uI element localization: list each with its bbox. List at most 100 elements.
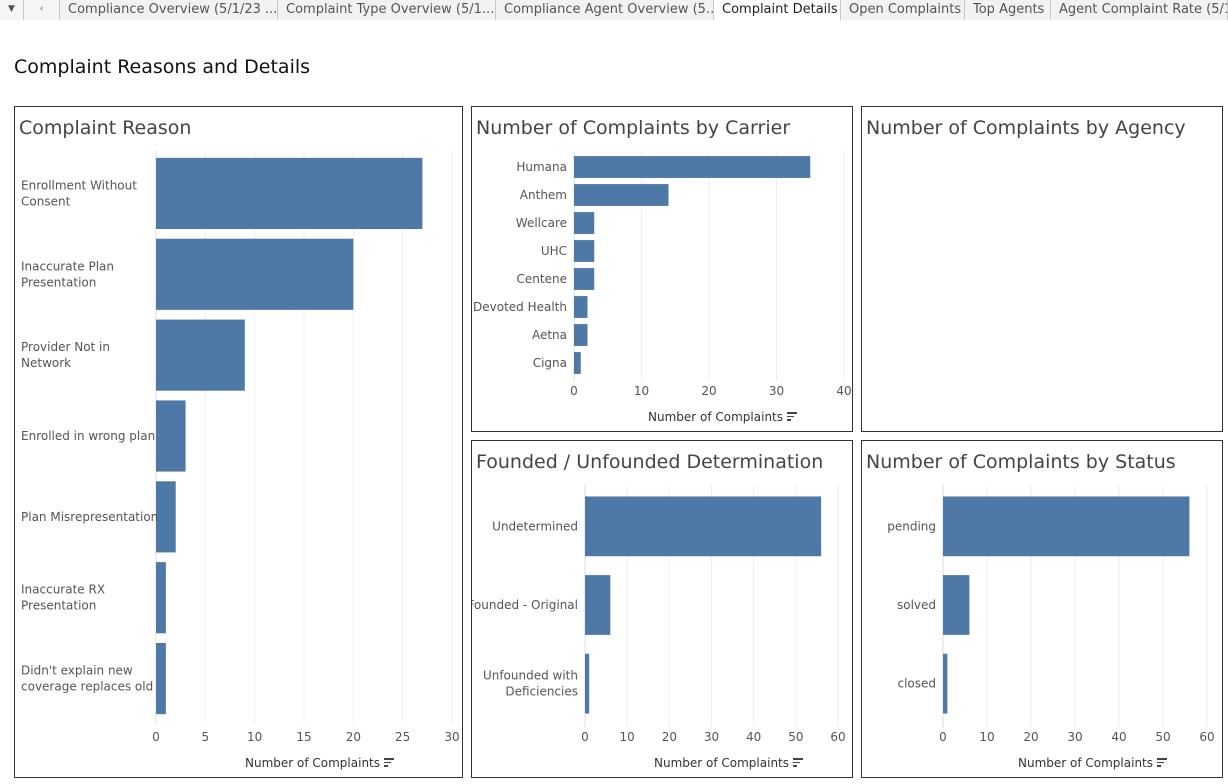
tab-compliance-agent-overview[interactable]: Compliance Agent Overview (5... xyxy=(496,0,714,20)
chart-title: Number of Complaints by Carrier xyxy=(476,117,791,139)
x-axis-title[interactable]: Number of Complaints xyxy=(1018,756,1168,770)
bar[interactable] xyxy=(943,575,970,635)
bar[interactable] xyxy=(156,400,186,472)
bar[interactable] xyxy=(574,240,595,262)
tab-complaint-type-overview[interactable]: Complaint Type Overview (5/1... xyxy=(278,0,496,20)
x-tick-label: 15 xyxy=(296,730,311,744)
category-label[interactable]: solved xyxy=(897,598,936,612)
x-axis-title[interactable]: Number of Complaints xyxy=(648,410,798,424)
x-tick-label: 0 xyxy=(570,384,578,398)
chart-title: Complaint Reason xyxy=(19,117,192,139)
tab-scroll-left-icon[interactable]: ‹ xyxy=(24,0,60,20)
sort-icon[interactable] xyxy=(787,412,798,421)
x-axis-title[interactable]: Number of Complaints xyxy=(654,756,804,770)
x-tick-label: 5 xyxy=(202,730,210,744)
category-label[interactable]: Plan Misrepresentation xyxy=(21,510,158,524)
category-label[interactable]: Unfounded with xyxy=(483,669,578,683)
tab-top-agents[interactable]: Top Agents xyxy=(965,0,1051,20)
tab-open-complaints[interactable]: Open Complaints xyxy=(841,0,965,20)
bar[interactable] xyxy=(574,156,811,178)
category-label[interactable]: Enrollment Without xyxy=(21,178,137,192)
x-axis-title-text: Number of Complaints xyxy=(648,410,784,424)
x-tick-label: 50 xyxy=(788,730,803,744)
complaint-reason-chart[interactable]: Complaint Reason 0 5 10 15 20 25 30 Enrollment … xyxy=(14,106,463,778)
category-label[interactable]: Humana xyxy=(516,160,567,174)
complaints-by-carrier-chart[interactable]: Number of Complaints by Carrier 0 10 20 30 4… xyxy=(471,106,853,432)
bar[interactable] xyxy=(574,212,595,234)
founded-unfounded-plot: 0 10 20 30 40 50 60 Undetermined Founded - Origi… xyxy=(472,485,846,744)
category-label[interactable]: UHC xyxy=(541,244,567,258)
x-tick-label: 40 xyxy=(746,730,761,744)
x-axis-title[interactable]: Number of Complaints xyxy=(245,756,395,770)
bar[interactable] xyxy=(156,238,354,310)
chart-title: Number of Complaints by Agency xyxy=(866,117,1186,139)
complaints-by-carrier-plot: 0 10 20 30 40 Humana Anthem Wellcare UHC Centene D… xyxy=(473,151,852,398)
bar[interactable] xyxy=(156,319,245,391)
category-label[interactable]: Provider Not in xyxy=(21,340,110,354)
x-tick-label: 10 xyxy=(620,730,635,744)
category-label[interactable]: Presentation xyxy=(21,275,96,289)
bar[interactable] xyxy=(585,653,590,714)
tab-complaint-details[interactable]: Complaint Details xyxy=(714,0,841,21)
category-label[interactable]: Centene xyxy=(517,272,567,286)
x-tick-label: 40 xyxy=(836,384,851,398)
bar[interactable] xyxy=(943,653,948,714)
bar[interactable] xyxy=(156,642,166,715)
bar[interactable] xyxy=(156,481,176,553)
x-axis-title-text: Number of Complaints xyxy=(245,756,381,770)
bar[interactable] xyxy=(574,352,581,374)
bar[interactable] xyxy=(156,157,423,230)
category-label[interactable]: Network xyxy=(21,356,71,370)
category-label[interactable]: Cigna xyxy=(533,356,567,370)
category-label[interactable]: Enrolled in wrong plan xyxy=(21,429,155,443)
complaint-reason-plot: 0 5 10 15 20 25 30 Enrollment Without Consent Ina… xyxy=(21,151,460,744)
bar[interactable] xyxy=(574,268,595,290)
bar[interactable] xyxy=(574,184,669,206)
x-tick-label: 0 xyxy=(152,730,160,744)
complaints-by-status-chart[interactable]: Number of Complaints by Status 0 10 20 30 40… xyxy=(861,440,1223,778)
x-axis-title-text: Number of Complaints xyxy=(1018,756,1154,770)
sort-icon[interactable] xyxy=(793,758,804,767)
chart-title: Number of Complaints by Status xyxy=(866,451,1176,473)
category-label[interactable]: closed xyxy=(897,677,936,691)
bar[interactable] xyxy=(943,496,1190,557)
category-label[interactable]: Presentation xyxy=(21,599,96,613)
sheet-tab-bar: ▼ ‹ Compliance Overview (5/1/23 ... Comp… xyxy=(0,0,1228,21)
category-label[interactable]: Undetermined xyxy=(492,519,578,533)
complaints-by-agency-chart[interactable]: Number of Complaints by Agency xyxy=(861,106,1223,432)
x-tick-label: 0 xyxy=(581,730,589,744)
category-label[interactable]: Deficiencies xyxy=(505,685,578,699)
x-tick-label: 10 xyxy=(634,384,649,398)
founded-unfounded-chart[interactable]: Founded / Unfounded Determination 0 10 20 3… xyxy=(471,440,853,778)
x-tick-label: 20 xyxy=(662,730,677,744)
bar[interactable] xyxy=(574,324,588,346)
bar[interactable] xyxy=(585,575,611,635)
tab-compliance-overview[interactable]: Compliance Overview (5/1/23 ... xyxy=(60,0,278,20)
category-label[interactable]: pending xyxy=(887,519,936,533)
tab-menu-dropdown-icon[interactable]: ▼ xyxy=(0,0,24,20)
category-label[interactable]: Consent xyxy=(21,194,71,208)
x-tick-label: 60 xyxy=(1199,730,1214,744)
category-label[interactable]: Founded - Original xyxy=(472,598,578,612)
x-tick-label: 30 xyxy=(444,730,459,744)
x-tick-label: 10 xyxy=(979,730,994,744)
category-label[interactable]: Devoted Health xyxy=(473,300,567,314)
category-label[interactable]: Inaccurate Plan xyxy=(21,259,114,273)
sort-icon[interactable] xyxy=(1157,758,1168,767)
category-label[interactable]: Didn't explain new xyxy=(21,664,133,678)
category-label[interactable]: Anthem xyxy=(520,188,567,202)
category-label[interactable]: Inaccurate RX xyxy=(21,583,105,597)
tab-agent-complaint-rate[interactable]: Agent Complaint Rate (5/1... xyxy=(1051,0,1228,20)
category-label[interactable]: Wellcare xyxy=(516,216,567,230)
category-label[interactable]: Aetna xyxy=(532,328,567,342)
bar[interactable] xyxy=(585,496,822,557)
bar[interactable] xyxy=(156,562,166,634)
bar[interactable] xyxy=(574,296,588,318)
category-label[interactable]: coverage replaces old xyxy=(21,680,153,694)
x-tick-label: 20 xyxy=(346,730,361,744)
x-tick-label: 20 xyxy=(1023,730,1038,744)
x-tick-label: 0 xyxy=(939,730,947,744)
x-tick-label: 10 xyxy=(247,730,262,744)
x-tick-label: 30 xyxy=(1067,730,1082,744)
sort-icon[interactable] xyxy=(384,758,395,767)
